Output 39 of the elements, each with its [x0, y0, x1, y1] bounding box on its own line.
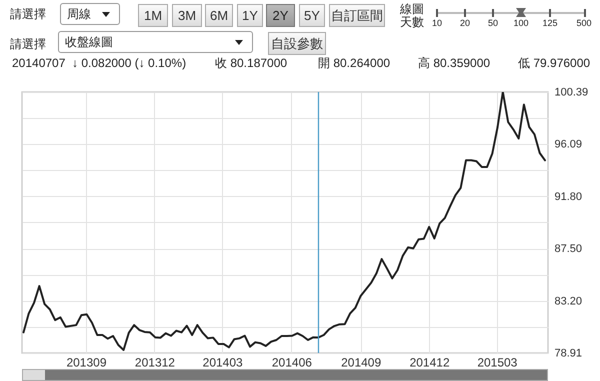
x-tick-label: 201503	[477, 356, 518, 370]
y-tick-label: 96.09	[554, 138, 582, 151]
text: 周線	[60, 3, 120, 25]
text: 125	[542, 18, 558, 28]
x-tick-label: 201409	[341, 356, 382, 370]
text: 10	[432, 18, 442, 28]
text: 請選擇	[10, 37, 46, 51]
text: 自設參數	[268, 32, 326, 55]
text: 20	[460, 18, 470, 28]
text: 6M	[205, 4, 233, 27]
text: 2Y	[266, 4, 295, 27]
line-series	[22, 92, 546, 351]
text: 收盤線圖	[58, 31, 253, 53]
x-tick-label: 201312	[134, 356, 176, 370]
text: 3M	[172, 4, 202, 27]
text: 收 80.187000	[215, 56, 288, 70]
text: 1M	[138, 4, 168, 27]
text: 5Y	[299, 4, 325, 27]
text: 高 80.359000	[418, 56, 490, 70]
y-tick-label: 91.80	[554, 190, 582, 203]
x-tick-label: 201309	[66, 356, 107, 370]
x-tick-label: 201406	[272, 356, 312, 370]
text: 1Y	[237, 4, 263, 27]
text: 50	[488, 18, 498, 28]
text: 自訂區間	[329, 4, 385, 27]
x-tick-label: 201403	[202, 356, 244, 370]
x-tick-label: 201412	[410, 356, 450, 370]
y-tick-label: 78.91	[554, 348, 582, 360]
text: 線圖天數	[400, 2, 425, 29]
text: ↓ 0.082000 (↓ 0.10%)	[72, 56, 186, 70]
y-tick-label: 100.39	[554, 86, 588, 98]
text: 低 79.976000	[518, 56, 590, 70]
y-tick-label: 83.20	[554, 295, 582, 308]
y-tick-label: 87.50	[554, 243, 582, 256]
text: 100	[513, 18, 529, 28]
text: 開 80.264000	[318, 56, 390, 70]
text: 請選擇	[10, 7, 46, 21]
text: 20140707	[12, 56, 66, 70]
text: 500	[576, 18, 592, 28]
